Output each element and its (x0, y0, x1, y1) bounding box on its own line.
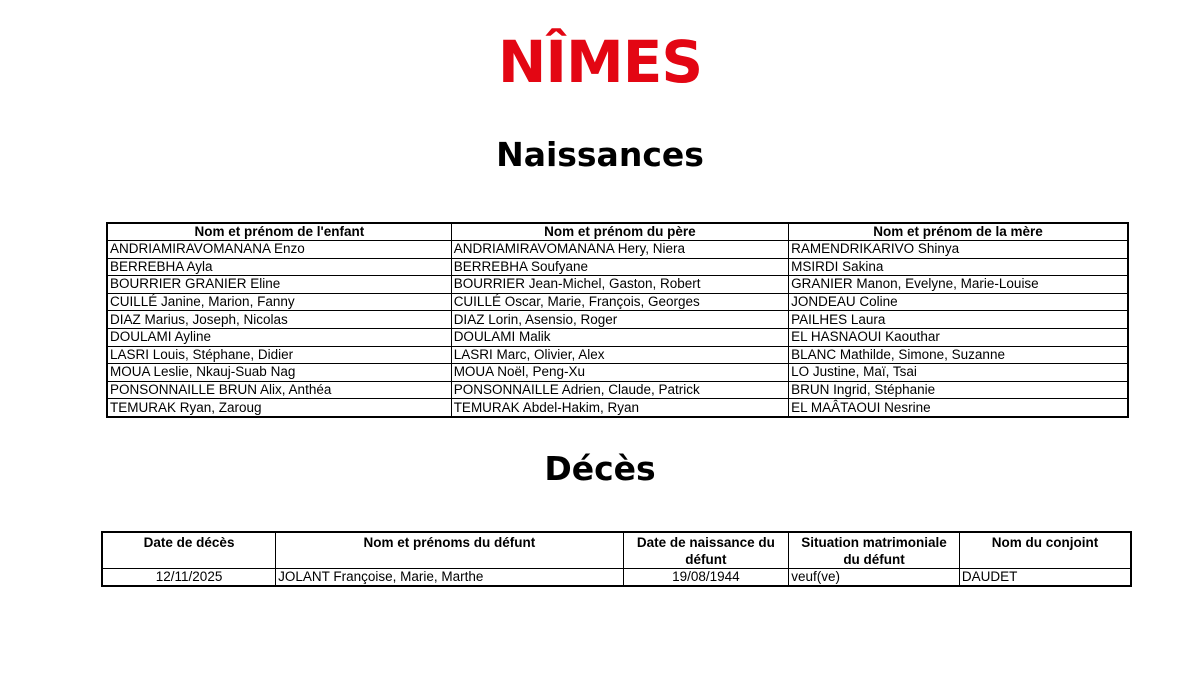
mother-name-cell: RAMENDRIKARIVO Shinya (788, 240, 1129, 259)
births-row: CUILLÉ Janine, Marion, Fanny CUILLÉ Oscar… (106, 292, 1129, 312)
births-row: DIAZ Marius, Joseph, Nicolas DIAZ Lorin, … (106, 310, 1129, 329)
births-title: Naissances (496, 135, 704, 174)
deaths-row: 12/11/2025 JOLANT Françoise, Marie, Marth… (101, 568, 1132, 587)
child-name-cell: MOUA Leslie, Nkauj-Suab Nag (106, 363, 452, 382)
mother-name-cell: MSIRDI Sakina (788, 257, 1129, 277)
child-name-cell: DIAZ Marius, Joseph, Nicolas (106, 310, 452, 329)
deaths-table: Date de décès Nom et prénoms du défunt D… (101, 531, 1132, 587)
header-child: Nom et prénom de l'enfant (106, 222, 452, 241)
births-row: ANDRIAMIRAVOMANANA Enzo ANDRIAMIRAVOMANAN… (106, 240, 1129, 259)
death-date-cell: 12/11/2025 (101, 568, 277, 587)
mother-name-cell: BLANC Mathilde, Simone, Suzanne (788, 345, 1129, 365)
header-deceased-name: Nom et prénoms du défunt (275, 531, 624, 569)
births-row: BOURRIER GRANIER Eline BOURRIER Jean-Mich… (106, 275, 1129, 294)
mother-name-cell: GRANIER Manon, Evelyne, Marie-Louise (788, 275, 1129, 294)
father-name-cell: TEMURAK Abdel-Hakim, Ryan (450, 398, 790, 418)
father-name-cell: BOURRIER Jean-Michel, Gaston, Robert (450, 275, 790, 294)
mother-name-cell: BRUN Ingrid, Stéphanie (788, 380, 1129, 400)
birth-date-cell: 19/08/1944 (622, 568, 790, 587)
mother-name-cell: EL HASNAOUI Kaouthar (788, 327, 1129, 347)
mother-name-cell: LO Justine, Maï, Tsai (788, 363, 1129, 382)
header-father: Nom et prénom du père (450, 222, 790, 241)
mother-name-cell: PAILHES Laura (788, 310, 1129, 329)
father-name-cell: DOULAMI Malik (450, 327, 790, 347)
father-name-cell: BERREBHA Soufyane (450, 257, 790, 277)
header-birth-date: Date de naissance du défunt (622, 531, 790, 569)
births-row: DOULAMI Ayline DOULAMI Malik EL HASNAOUI K… (106, 327, 1129, 347)
mother-name-cell: EL MAÂTAOUI Nesrine (788, 398, 1129, 418)
father-name-cell: MOUA Noël, Peng-Xu (450, 363, 790, 382)
births-table: Nom et prénom de l'enfant Nom et prénom … (106, 222, 1129, 418)
child-name-cell: DOULAMI Ayline (106, 327, 452, 347)
header-marital-status: Situation matrimoniale du défunt (788, 531, 960, 569)
child-name-cell: ANDRIAMIRAVOMANANA Enzo (106, 240, 452, 259)
deaths-header-row: Date de décès Nom et prénoms du défunt D… (101, 531, 1132, 569)
births-header-row: Nom et prénom de l'enfant Nom et prénom … (106, 222, 1129, 241)
child-name-cell: TEMURAK Ryan, Zaroug (106, 398, 452, 418)
child-name-cell: LASRI Louis, Stéphane, Didier (106, 345, 452, 365)
child-name-cell: CUILLÉ Janine, Marion, Fanny (106, 292, 452, 312)
father-name-cell: DIAZ Lorin, Asensio, Roger (450, 310, 790, 329)
marital-status-cell: veuf(ve) (788, 568, 960, 587)
births-row: TEMURAK Ryan, Zaroug TEMURAK Abdel-Hakim,… (106, 398, 1129, 418)
father-name-cell: CUILLÉ Oscar, Marie, François, Georges (450, 292, 790, 312)
mother-name-cell: JONDEAU Coline (788, 292, 1129, 312)
father-name-cell: PONSONNAILLE Adrien, Claude, Patrick (450, 380, 790, 400)
spouse-name-cell: DAUDET (958, 568, 1132, 587)
father-name-cell: LASRI Marc, Olivier, Alex (450, 345, 790, 365)
father-name-cell: ANDRIAMIRAVOMANANA Hery, Niera (450, 240, 790, 259)
child-name-cell: PONSONNAILLE BRUN Alix, Anthéa (106, 380, 452, 400)
births-row: PONSONNAILLE BRUN Alix, Anthéa PONSONNAIL… (106, 380, 1129, 400)
child-name-cell: BERREBHA Ayla (106, 257, 452, 277)
births-row: BERREBHA Ayla BERREBHA Soufyane MSIRDI Sak… (106, 257, 1129, 277)
deaths-title: Décès (544, 449, 656, 488)
births-row: MOUA Leslie, Nkauj-Suab Nag MOUA Noël, Pe… (106, 363, 1129, 382)
deceased-name-cell: JOLANT Françoise, Marie, Marthe (275, 568, 624, 587)
city-logo: NÎMES (497, 28, 703, 96)
child-name-cell: BOURRIER GRANIER Eline (106, 275, 452, 294)
header-spouse-name: Nom du conjoint (958, 531, 1132, 569)
header-mother: Nom et prénom de la mère (788, 222, 1129, 241)
births-row: LASRI Louis, Stéphane, Didier LASRI Marc,… (106, 345, 1129, 365)
header-death-date: Date de décès (101, 531, 277, 569)
